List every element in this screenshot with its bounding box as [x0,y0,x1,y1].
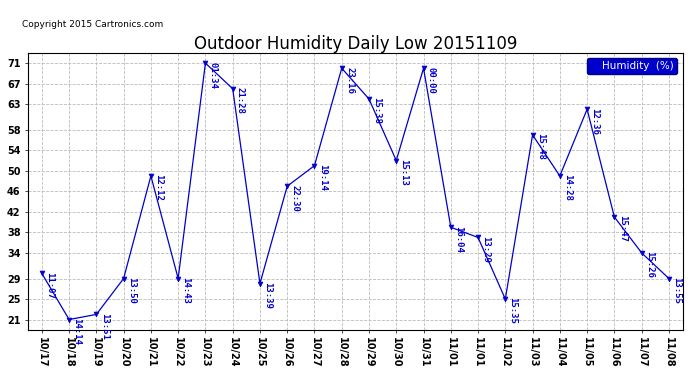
Text: 19:14: 19:14 [317,164,327,191]
Text: 23:16: 23:16 [345,67,354,94]
Text: 12:12: 12:12 [154,174,163,201]
Text: 12:36: 12:36 [591,108,600,135]
Legend: Humidity  (%): Humidity (%) [586,58,678,74]
Text: 13:51: 13:51 [99,313,108,340]
Text: 13:39: 13:39 [263,282,273,309]
Text: 00:00: 00:00 [427,67,436,94]
Text: 14:14: 14:14 [72,318,81,345]
Text: 15:48: 15:48 [536,134,545,160]
Text: 15:38: 15:38 [373,98,382,124]
Text: 13:55: 13:55 [672,277,681,304]
Text: 14:43: 14:43 [181,277,190,304]
Text: 11:07: 11:07 [45,272,54,299]
Text: 01:34: 01:34 [208,62,217,88]
Text: 13:50: 13:50 [127,277,136,304]
Text: 15:47: 15:47 [618,215,627,242]
Text: 16:04: 16:04 [454,226,463,252]
Text: 21:28: 21:28 [236,87,245,114]
Text: 13:29: 13:29 [482,236,491,263]
Text: 15:35: 15:35 [509,297,518,324]
Text: Copyright 2015 Cartronics.com: Copyright 2015 Cartronics.com [21,20,163,28]
Text: 15:26: 15:26 [645,251,654,278]
Text: 14:28: 14:28 [563,174,572,201]
Text: 22:30: 22:30 [290,184,299,211]
Title: Outdoor Humidity Daily Low 20151109: Outdoor Humidity Daily Low 20151109 [194,34,517,53]
Text: 15:13: 15:13 [400,159,408,186]
